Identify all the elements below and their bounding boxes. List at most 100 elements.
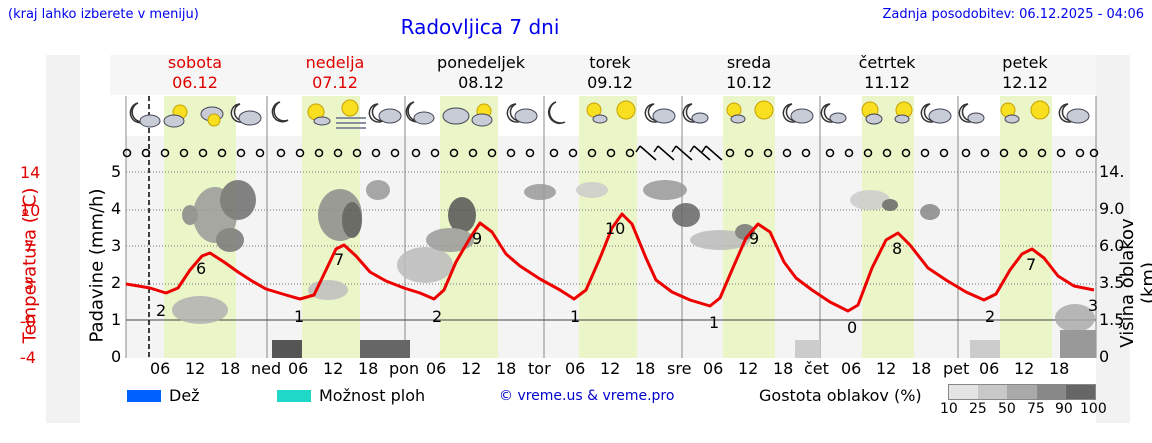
daylight-bands	[164, 96, 1052, 358]
day-name-6: petek	[1002, 53, 1048, 72]
x-tick: ned	[251, 359, 282, 378]
cloud-icon	[442, 107, 470, 125]
moon-icon	[547, 101, 566, 125]
cloud-icon	[865, 113, 883, 125]
x-tick: 06	[979, 359, 1000, 378]
x-tick: pon	[389, 359, 420, 378]
temp-tick: -0	[20, 312, 36, 331]
temp-tick: 7	[24, 237, 35, 256]
cloud-icon	[652, 108, 676, 124]
cloud-icon	[790, 108, 814, 124]
precipitation-axis-label: Padavine (mm/h)	[86, 188, 108, 343]
x-tick: 18	[911, 359, 932, 378]
temp-tick: -4	[20, 348, 36, 367]
weather-icons	[129, 99, 1090, 129]
x-tick: 12	[876, 359, 897, 378]
x-tick: tor	[528, 359, 551, 378]
x-tick: 18	[220, 359, 241, 378]
sun-icon	[754, 100, 774, 120]
x-tick: pet	[943, 359, 970, 378]
day-name-2: ponedeljek	[437, 53, 525, 72]
svg-text:6: 6	[196, 259, 206, 278]
page-title: Radovljica 7 dni	[400, 15, 560, 39]
cloud-density-scale	[948, 384, 1096, 400]
precip-tick: 2	[111, 273, 122, 292]
day-name-5: četrtek	[858, 53, 916, 72]
day-date-6: 12.12	[1002, 73, 1048, 92]
cloud-icon	[829, 112, 847, 124]
day-name-1: nedelja	[305, 53, 365, 72]
x-tick: 12	[600, 359, 621, 378]
x-tick: 06	[426, 359, 447, 378]
cloud-icon	[691, 112, 709, 124]
density-tick: 100	[1080, 401, 1107, 417]
temp-tick: 14	[20, 163, 41, 182]
cloud-height-tick: 6.0	[1099, 236, 1125, 255]
cloud-icon	[592, 114, 608, 124]
x-tick: 18	[773, 359, 794, 378]
x-tick: 12	[185, 359, 206, 378]
svg-text:10: 10	[605, 219, 625, 238]
cloud-icon	[471, 113, 493, 127]
cloud-icon	[730, 114, 746, 124]
day-date-3: 09.12	[587, 73, 633, 92]
legend-storm-swatch	[277, 390, 311, 402]
wind-barbs	[635, 145, 723, 161]
x-tick: 06	[703, 359, 724, 378]
legend-rain-swatch	[127, 390, 161, 402]
x-tick: 12	[1014, 359, 1035, 378]
svg-text:8: 8	[892, 239, 902, 258]
day-date-4: 10.12	[726, 73, 772, 92]
svg-text:1: 1	[709, 313, 719, 332]
cloud-icon	[413, 111, 435, 125]
cloud-height-tick: 3.5	[1099, 273, 1125, 292]
precip-tick: 1	[111, 310, 122, 329]
x-tick: 18	[358, 359, 379, 378]
x-tick: 18	[1049, 359, 1070, 378]
cloud-icon	[928, 108, 952, 124]
cloud-height-tick: 0	[1099, 347, 1110, 366]
x-tick: sre	[667, 359, 692, 378]
region-hint: (kraj lahko izberete v meniju)	[8, 7, 199, 22]
cloud-icon	[1004, 114, 1020, 124]
density-tick: 90	[1055, 401, 1073, 417]
day-date-5: 11.12	[864, 73, 910, 92]
cloud-icon	[1066, 108, 1090, 124]
day-name-3: torek	[589, 53, 631, 72]
precip-tick: 0	[111, 347, 122, 366]
svg-text:2: 2	[156, 301, 166, 320]
x-tick: čet	[804, 359, 829, 378]
sun-icon	[207, 113, 221, 127]
day-name-0: sobota	[167, 53, 223, 72]
legend-storm-label: Možnost ploh	[319, 386, 426, 405]
sun-icon	[1030, 100, 1050, 120]
cloud-icon	[238, 110, 262, 126]
x-tick: 12	[461, 359, 482, 378]
x-tick: 18	[635, 359, 656, 378]
temperature-line	[125, 212, 1095, 313]
x-tick: 18	[496, 359, 517, 378]
legend-rain-label: Dež	[169, 386, 200, 405]
cloud-icon	[378, 108, 402, 124]
cloud-height-tick: 9.0	[1099, 199, 1125, 218]
last-update: Zadnja posodobitev: 06.12.2025 - 04:06	[882, 7, 1144, 22]
cloud-icon	[514, 108, 538, 124]
density-tick: 10	[940, 401, 958, 417]
cloud-icon	[967, 112, 985, 124]
cloud-height-tick: 14.	[1099, 162, 1125, 181]
day-date-0: 06.12	[172, 73, 218, 92]
x-tick: 12	[738, 359, 759, 378]
cloud-density	[172, 180, 1095, 332]
cloud-icon	[139, 114, 161, 128]
sun-icon	[616, 100, 636, 120]
density-tick: 25	[969, 401, 987, 417]
density-tick: 50	[998, 401, 1016, 417]
x-tick: 12	[323, 359, 344, 378]
copyright-link[interactable]: © vreme.us & vreme.pro	[499, 388, 675, 404]
svg-text:0: 0	[847, 318, 857, 337]
precip-tick: 4	[111, 199, 122, 218]
left-axis-strip	[46, 55, 80, 423]
svg-text:2: 2	[985, 307, 995, 326]
sun-icon	[341, 99, 359, 117]
x-tick: 06	[841, 359, 862, 378]
